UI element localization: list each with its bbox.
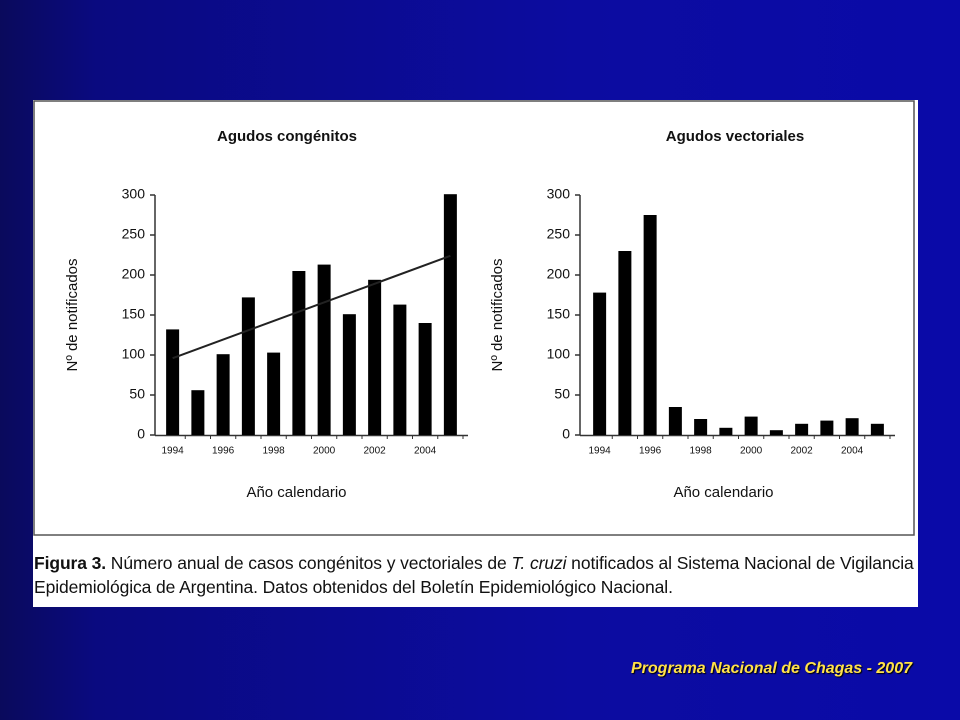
bar [593, 292, 607, 435]
bar [317, 264, 331, 435]
x-axis-label: Año calendario [673, 484, 773, 501]
chart-title: Agudos vectoriales [666, 128, 804, 145]
chart-frame [33, 100, 915, 536]
y-tick-label: 150 [547, 306, 571, 322]
x-tick-label: 2000 [313, 446, 336, 457]
trend-line [172, 254, 451, 360]
bar [292, 271, 306, 435]
x-tick-label: 2002 [364, 446, 387, 457]
y-tick-label: 200 [547, 266, 571, 282]
bar [418, 323, 432, 435]
y-tick-label: 300 [122, 186, 146, 202]
bar [443, 194, 457, 435]
y-tick-label: 200 [122, 266, 146, 282]
y-tick-label: 300 [547, 186, 571, 202]
bar [870, 423, 884, 435]
bar [845, 418, 859, 435]
bar [643, 215, 657, 435]
y-tick-label: 250 [547, 226, 571, 242]
x-axis-label: Año calendario [246, 484, 346, 501]
bar [694, 419, 708, 435]
bar [744, 416, 758, 435]
y-tick-label: 100 [122, 346, 146, 362]
y-tick-label: 50 [129, 386, 145, 402]
caption-text: Número anual de casos congénitos y vecto… [106, 553, 512, 573]
caption: Figura 3. Número anual de casos congénit… [34, 551, 924, 599]
x-tick-label: 2000 [740, 446, 763, 457]
bar [393, 304, 407, 435]
bar [191, 390, 205, 435]
y-tick-label: 250 [122, 226, 146, 242]
x-tick-label: 1994 [162, 446, 185, 457]
bar [267, 352, 281, 435]
bar [241, 297, 255, 435]
x-tick-label: 2004 [841, 446, 864, 457]
y-tick-label: 150 [122, 306, 146, 322]
bar [166, 329, 180, 435]
footer: Programa Nacional de Chagas - 2007 [631, 660, 912, 677]
bar [618, 251, 632, 435]
bar [342, 314, 356, 435]
y-tick-label: 0 [562, 426, 570, 442]
x-tick-label: 1998 [263, 446, 286, 457]
bar [668, 407, 682, 435]
caption-species: T. cruzi [511, 553, 567, 573]
bar [216, 354, 230, 435]
bar [368, 279, 382, 435]
charts: Agudos congénitos Nº de notificados Año ca… [33, 100, 915, 536]
y-tick-label: 100 [547, 346, 571, 362]
x-tick-label: 1994 [589, 446, 612, 457]
y-axis-label: Nº de notificados [64, 258, 81, 371]
x-tick-label: 1996 [639, 446, 662, 457]
bar [719, 427, 733, 435]
x-tick-label: 2002 [791, 446, 814, 457]
y-tick-label: 50 [554, 386, 570, 402]
y-axis-label: Nº de notificados [489, 258, 506, 371]
x-tick-label: 2004 [414, 446, 437, 457]
caption-text: notificados al Sistema Nacional de Vigil… [34, 553, 914, 597]
bar [820, 420, 834, 435]
x-tick-label: 1996 [212, 446, 235, 457]
x-tick-label: 1998 [690, 446, 713, 457]
bar [769, 430, 783, 435]
chart-title: Agudos congénitos [217, 128, 357, 145]
bar [795, 423, 809, 435]
figure-panel: Agudos congénitos Nº de notificados Año ca… [33, 100, 918, 607]
y-tick-label: 0 [137, 426, 145, 442]
caption-label: Figura 3. [34, 553, 107, 573]
